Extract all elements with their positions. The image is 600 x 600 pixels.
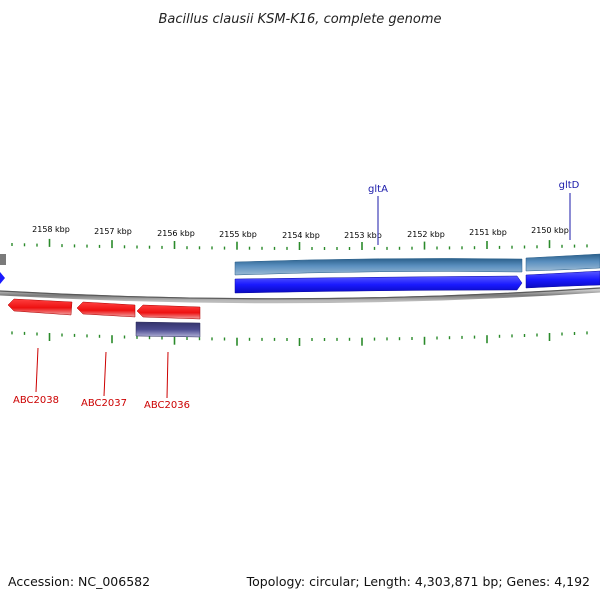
cds-abc2038[interactable] bbox=[7, 298, 73, 316]
lower-tick-row bbox=[11, 331, 588, 346]
gene-label-abc2038[interactable]: ABC2038 bbox=[13, 395, 59, 406]
gene-leader-line bbox=[103, 351, 107, 397]
gene-leader-line bbox=[35, 347, 39, 393]
feature-abc2036[interactable] bbox=[135, 321, 201, 338]
scale-label: 2154 kbp bbox=[282, 231, 320, 240]
scale-label: 2157 kbp bbox=[94, 227, 132, 236]
cds-abc2036[interactable] bbox=[136, 304, 201, 320]
scale-label: 2156 kbp bbox=[157, 229, 195, 238]
gene-label-gltd[interactable]: gltD bbox=[559, 180, 580, 191]
gene-label-abc2037[interactable]: ABC2037 bbox=[81, 398, 127, 409]
scale-label: 2150 kbp bbox=[531, 226, 569, 235]
cds-glta[interactable] bbox=[234, 275, 523, 294]
feature-gltd[interactable] bbox=[525, 253, 600, 272]
scale-label: 2153 kbp bbox=[344, 231, 382, 240]
gene-label-abc2036[interactable]: ABC2036 bbox=[144, 400, 190, 411]
upper-tick-row bbox=[11, 238, 588, 250]
feature-glta[interactable] bbox=[234, 258, 523, 276]
left-feature-stub[interactable] bbox=[0, 254, 6, 265]
genome-backbone-edge bbox=[0, 287, 600, 300]
scale-label: 2151 kbp bbox=[469, 228, 507, 237]
genome-summary-text: Topology: circular; Length: 4,303,871 bp… bbox=[246, 574, 590, 589]
scale-labels: 2158 kbp 2157 kbp 2156 kbp 2155 kbp 2154… bbox=[32, 225, 569, 240]
left-cds-arrow[interactable] bbox=[0, 272, 5, 284]
scale-label: 2152 kbp bbox=[407, 230, 445, 239]
gene-leader-line bbox=[166, 351, 169, 399]
map-title: Bacillus clausii KSM-K16, complete genom… bbox=[158, 12, 441, 27]
scale-label: 2155 kbp bbox=[219, 230, 257, 239]
genome-backbone bbox=[0, 287, 600, 304]
scale-label: 2158 kbp bbox=[32, 225, 70, 234]
accession-text: Accession: NC_006582 bbox=[8, 574, 150, 589]
cds-abc2037[interactable] bbox=[76, 301, 136, 318]
gene-label-glta[interactable]: gltA bbox=[368, 184, 388, 195]
cds-gltd[interactable] bbox=[525, 270, 600, 289]
